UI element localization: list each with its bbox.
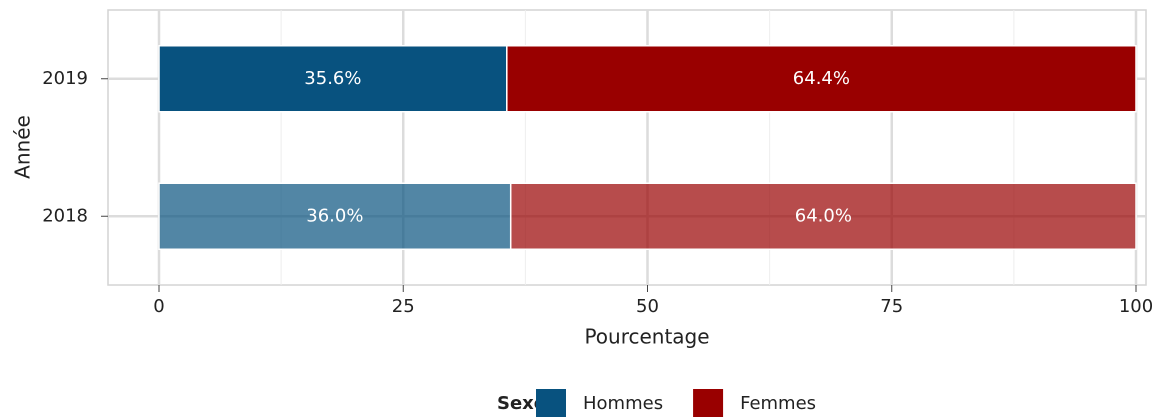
legend-swatch <box>536 389 566 417</box>
x-tick-label: 100 <box>1119 296 1153 317</box>
bar-segment <box>509 182 1137 250</box>
x-tick-label: 75 <box>880 296 903 317</box>
value-label: 64.4% <box>793 68 850 89</box>
y-tick-label: 2019 <box>42 68 88 89</box>
legend-label: Femmes <box>740 393 816 414</box>
x-axis-label: Pourcentage <box>584 325 709 349</box>
legend-swatch <box>693 389 724 417</box>
bar-segment <box>506 45 1137 113</box>
x-tick-label: 50 <box>636 296 659 317</box>
legend-label: Hommes <box>583 393 663 414</box>
value-label: 64.0% <box>795 205 852 226</box>
y-axis-label: Année <box>11 115 35 179</box>
bar-segment <box>158 182 512 250</box>
legend-title: Sexe <box>497 393 546 414</box>
y-tick-label: 2018 <box>42 205 88 226</box>
x-tick-label: 0 <box>153 296 164 317</box>
value-label: 36.0% <box>306 205 363 226</box>
value-label: 35.6% <box>304 68 361 89</box>
bar-segment <box>158 45 508 113</box>
x-tick-label: 25 <box>392 296 415 317</box>
